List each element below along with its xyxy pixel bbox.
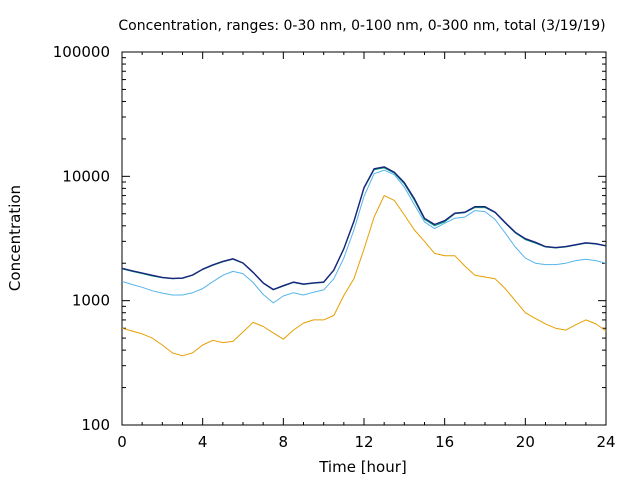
x-axis-label: Time [hour]: [318, 458, 407, 476]
x-tick-label: 4: [198, 433, 208, 451]
series-line-4: [121, 166, 607, 291]
y-tick-label: 10000: [62, 167, 110, 185]
x-tick-label: 12: [354, 433, 373, 451]
chart-title: Concentration, ranges: 0-30 nm, 0-100 nm…: [118, 18, 605, 34]
x-tick-label: 16: [435, 433, 454, 451]
x-tick-label: 0: [117, 433, 127, 451]
y-axis: 100 1000 10000 100000: [53, 43, 606, 434]
series-line-2: [121, 169, 607, 304]
x-axis: 0 4 8 12 16 20 24: [117, 52, 616, 451]
y-axis-label: Concentration: [6, 185, 24, 291]
y-tick-label: 100: [81, 416, 110, 434]
y-tick-label: 100000: [53, 43, 110, 61]
x-tick-label: 20: [516, 433, 535, 451]
series-layer: [121, 166, 607, 357]
series-line-1: [121, 195, 607, 357]
x-tick-label: 8: [279, 433, 289, 451]
x-tick-label: 24: [596, 433, 615, 451]
y-tick-label: 1000: [72, 292, 110, 310]
